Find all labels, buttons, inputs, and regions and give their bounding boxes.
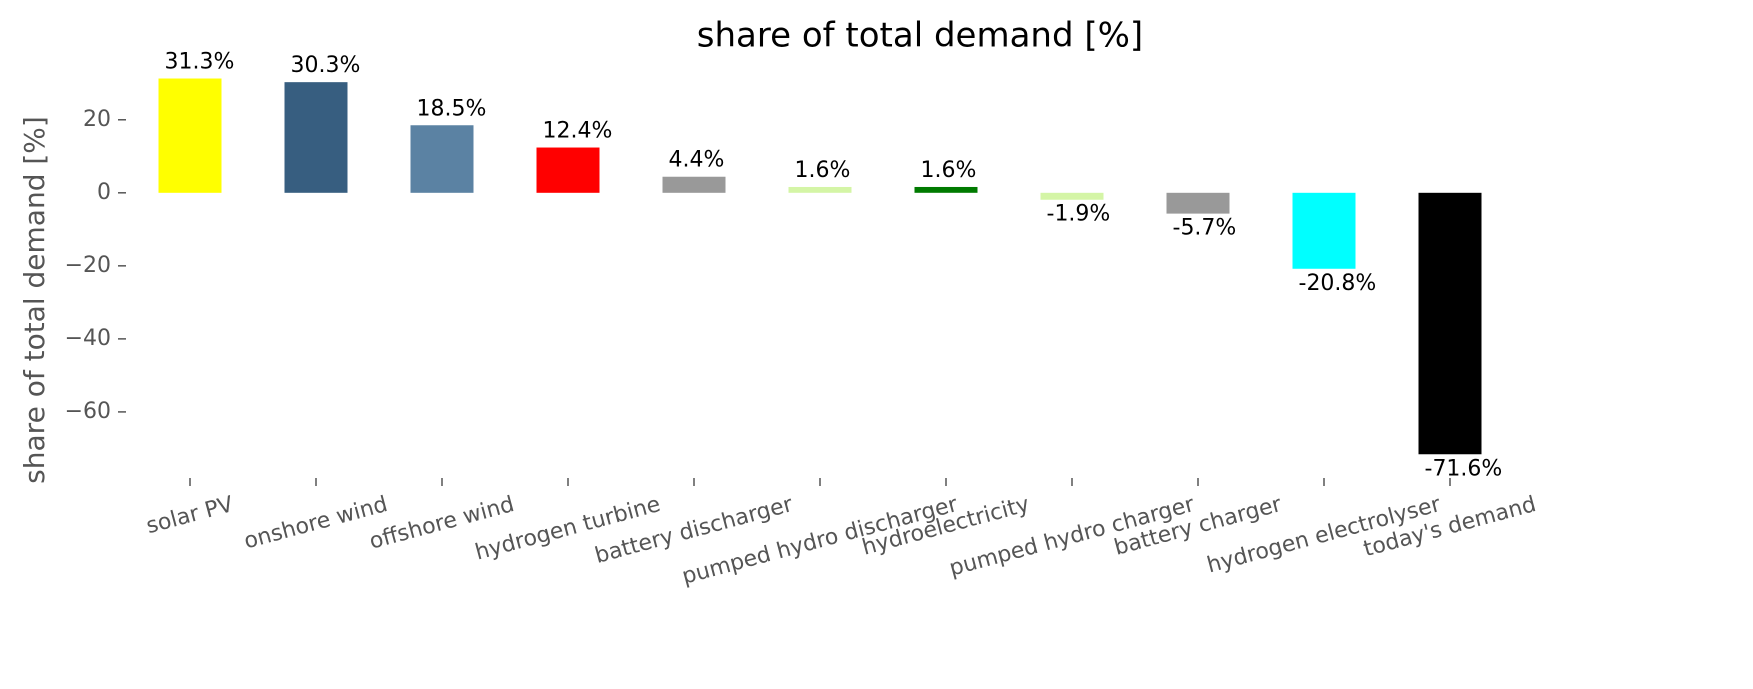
bar — [1292, 192, 1356, 269]
y-tick-label: 0 — [97, 180, 111, 205]
x-tick-label: onshore wind — [241, 492, 390, 554]
value-label: 1.6% — [795, 158, 851, 183]
y-tick-label: −20 — [65, 253, 111, 278]
bar — [536, 147, 600, 193]
bar — [1040, 192, 1104, 200]
value-label: -1.9% — [1047, 202, 1111, 227]
y-tick-label: 20 — [83, 107, 111, 132]
y-tick-label: −40 — [65, 326, 111, 351]
chart-title: share of total demand [%] — [697, 16, 1143, 56]
bar — [410, 125, 474, 193]
value-label: 31.3% — [165, 50, 235, 75]
value-label: -71.6% — [1425, 456, 1503, 481]
value-label: 1.6% — [921, 158, 977, 183]
bar — [284, 82, 348, 193]
value-label: -20.8% — [1299, 271, 1377, 296]
bar — [662, 176, 726, 193]
value-label: 4.4% — [669, 148, 725, 173]
bar — [788, 186, 852, 193]
y-tick-label: −60 — [65, 399, 111, 424]
bar — [1166, 192, 1230, 214]
value-label: 18.5% — [417, 96, 487, 121]
bar — [158, 78, 222, 193]
bar — [914, 186, 978, 193]
bar — [1418, 192, 1482, 455]
y-axis-label: share of total demand [%] — [18, 116, 51, 484]
value-label: 30.3% — [291, 53, 361, 78]
value-label: -5.7% — [1173, 216, 1237, 241]
value-label: 12.4% — [543, 119, 613, 144]
x-tick-label: solar PV — [144, 492, 236, 539]
